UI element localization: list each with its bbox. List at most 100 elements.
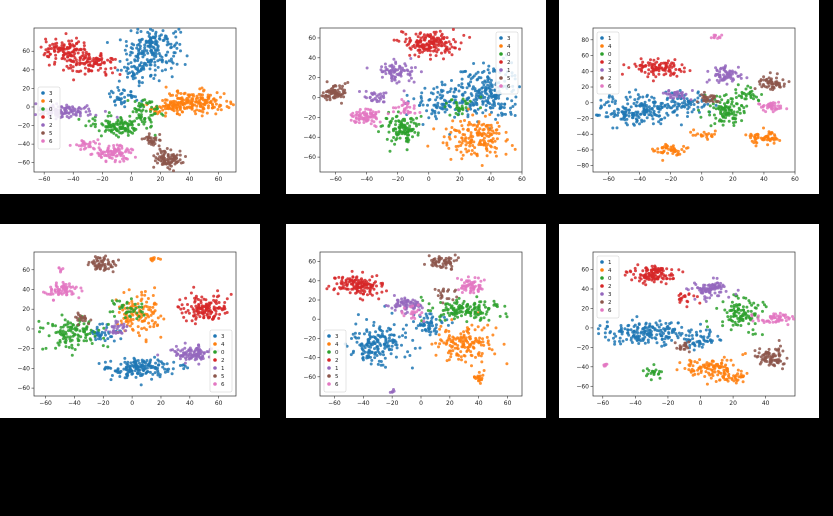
data-point: [115, 299, 119, 303]
data-point: [497, 96, 501, 100]
data-point: [661, 158, 665, 162]
data-point: [77, 313, 80, 317]
data-point: [152, 154, 156, 158]
data-point: [655, 60, 659, 64]
data-point: [140, 137, 144, 141]
y-tick-label: 20: [22, 306, 30, 313]
data-point: [185, 106, 189, 110]
data-point: [76, 51, 80, 55]
data-point: [89, 328, 93, 332]
data-point: [451, 94, 455, 98]
data-point: [734, 120, 738, 124]
data-point: [332, 85, 336, 88]
data-point: [82, 47, 86, 51]
y-tick-label: 0: [585, 100, 589, 107]
data-point: [349, 353, 353, 357]
data-point: [148, 100, 152, 104]
data-point: [212, 315, 216, 319]
data-point: [98, 256, 102, 260]
data-point: [726, 100, 730, 104]
x-tick-label: 0: [129, 176, 133, 183]
legend-marker: [41, 115, 45, 119]
data-point: [678, 102, 681, 106]
data-point: [761, 108, 765, 112]
data-point: [190, 97, 194, 101]
data-point: [418, 111, 422, 114]
data-point: [147, 34, 151, 38]
data-point: [490, 83, 494, 87]
data-point: [666, 59, 670, 63]
data-point: [469, 131, 473, 135]
data-point: [660, 105, 664, 109]
data-point: [720, 33, 724, 37]
data-point: [218, 103, 222, 107]
data-point: [387, 123, 391, 127]
data-point: [156, 371, 160, 375]
data-point: [75, 143, 79, 147]
data-point: [140, 305, 144, 309]
data-point: [64, 339, 68, 342]
series-7: [709, 33, 789, 114]
data-point: [409, 57, 413, 60]
data-point: [439, 88, 443, 92]
data-point: [706, 69, 710, 73]
data-point: [359, 112, 363, 116]
data-point: [448, 334, 451, 338]
data-point: [468, 144, 472, 148]
data-point: [496, 113, 500, 117]
data-point: [473, 328, 477, 332]
data-point: [66, 55, 70, 58]
data-point: [617, 108, 621, 112]
data-point: [53, 49, 57, 53]
data-point: [455, 298, 459, 302]
y-tick-label: −20: [576, 115, 589, 122]
data-point: [139, 383, 143, 387]
data-point: [450, 79, 453, 82]
data-point: [640, 69, 644, 73]
data-point: [135, 116, 139, 120]
data-point: [450, 304, 454, 308]
data-point: [67, 66, 71, 70]
data-point: [65, 59, 69, 63]
data-point: [225, 99, 229, 103]
data-point: [60, 289, 64, 293]
legend-marker: [600, 84, 604, 88]
data-point: [119, 116, 123, 119]
data-point: [392, 110, 395, 114]
data-point: [181, 363, 185, 367]
data-point: [782, 84, 786, 88]
data-point: [187, 93, 191, 97]
data-point: [480, 352, 484, 355]
data-point: [659, 61, 663, 65]
data-point: [128, 324, 132, 328]
data-point: [775, 72, 779, 76]
data-point: [504, 130, 508, 134]
data-point: [413, 346, 417, 350]
data-point: [151, 372, 155, 376]
legend-marker: [213, 382, 217, 386]
data-point: [337, 90, 341, 94]
data-point: [428, 312, 432, 316]
data-point: [719, 110, 723, 114]
data-point: [645, 116, 649, 120]
data-point: [338, 93, 342, 97]
data-point: [169, 42, 173, 46]
data-point: [353, 331, 357, 335]
data-point: [109, 95, 112, 99]
data-point: [734, 71, 738, 75]
data-point: [730, 102, 734, 106]
data-point: [485, 310, 489, 314]
data-point: [70, 54, 74, 58]
data-point: [465, 308, 469, 312]
legend-label: 4: [608, 44, 612, 50]
data-point: [336, 88, 340, 92]
data-point: [154, 52, 158, 56]
data-point: [145, 126, 149, 130]
data-point: [197, 362, 201, 366]
data-point: [419, 295, 423, 299]
data-point: [140, 52, 144, 56]
data-point: [418, 32, 422, 36]
data-point: [754, 144, 758, 148]
data-point: [478, 381, 482, 385]
data-point: [689, 103, 693, 107]
